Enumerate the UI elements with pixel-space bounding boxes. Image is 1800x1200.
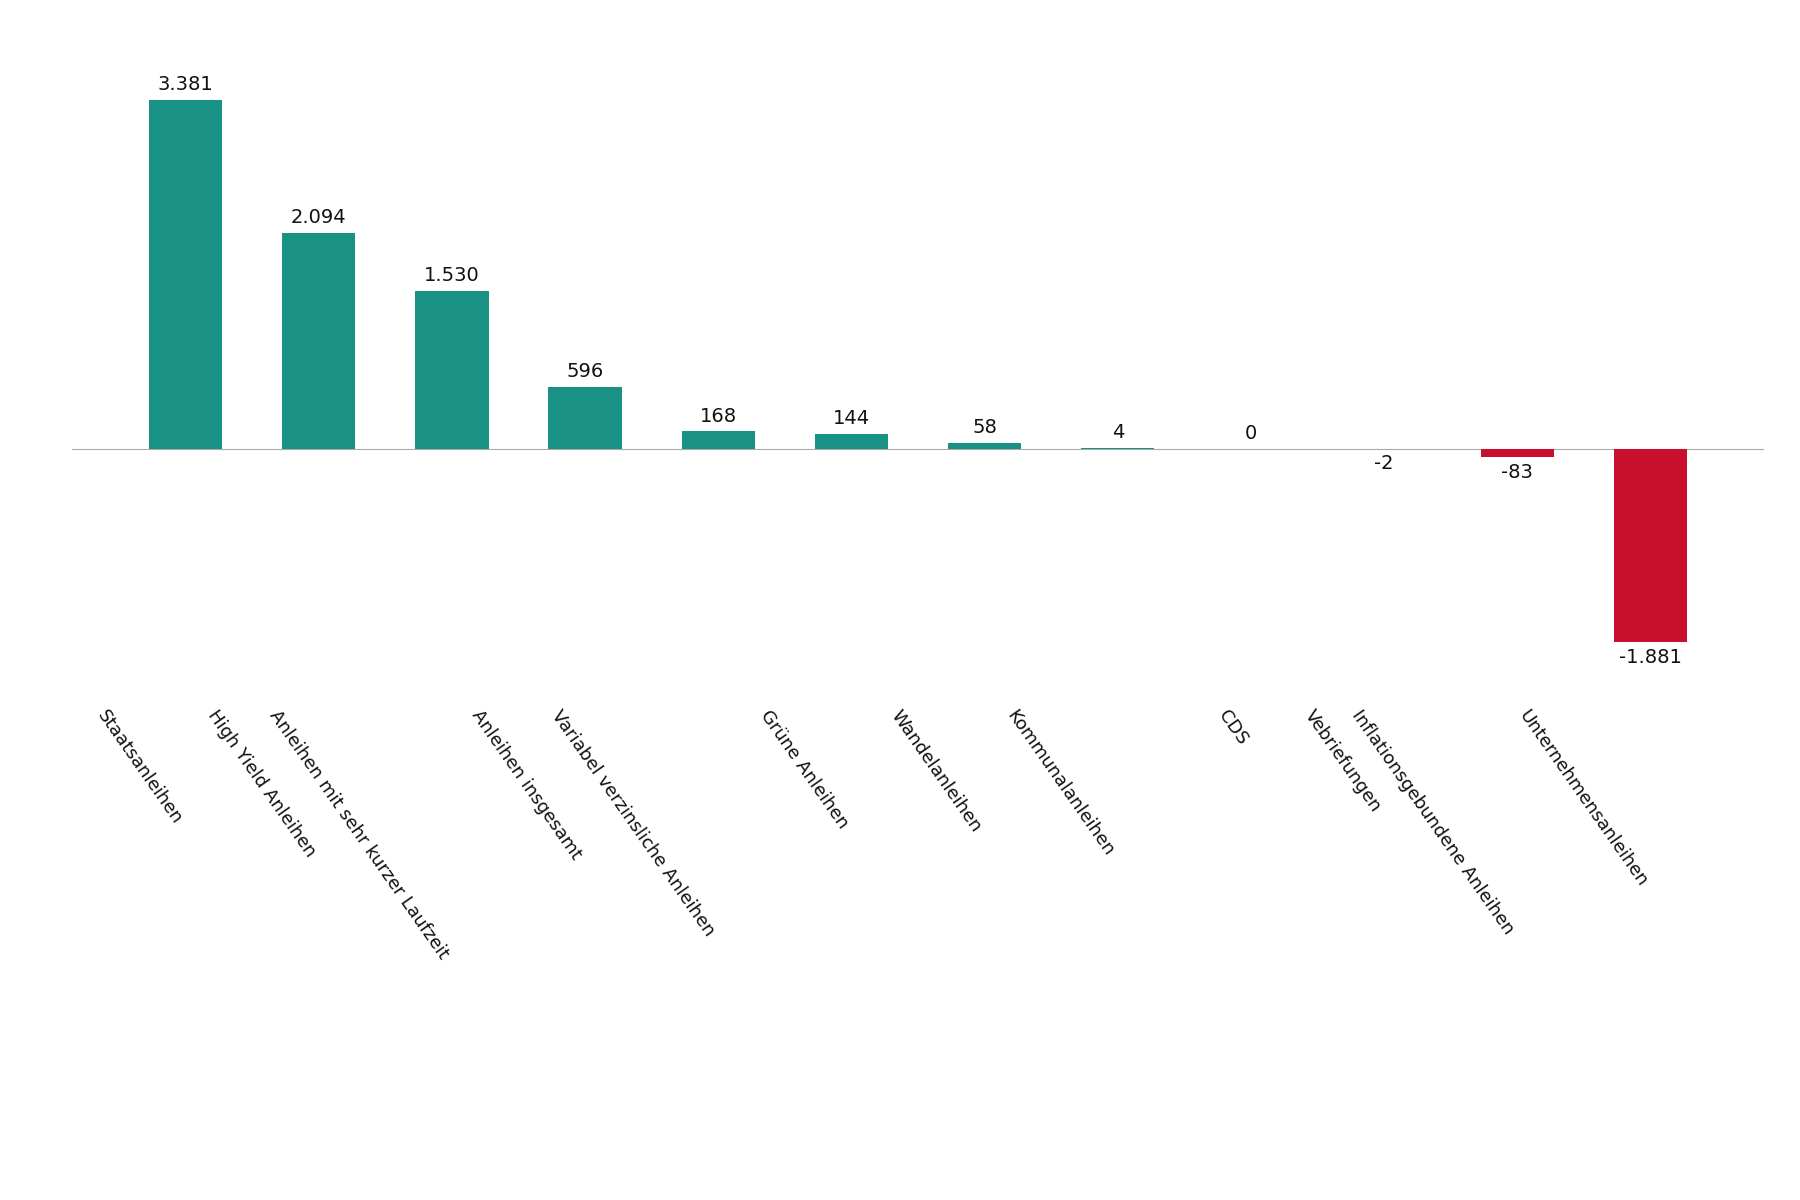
Text: -83: -83: [1501, 463, 1534, 481]
Text: 2.094: 2.094: [292, 208, 347, 227]
Text: -1.881: -1.881: [1618, 648, 1681, 667]
Bar: [1481, 449, 1553, 457]
Bar: [549, 388, 621, 449]
Text: -2: -2: [1375, 455, 1393, 473]
Bar: [149, 100, 221, 449]
Text: 168: 168: [700, 407, 736, 426]
Bar: [1615, 449, 1687, 642]
Text: 3.381: 3.381: [158, 76, 214, 94]
Bar: [283, 233, 355, 449]
Text: 4: 4: [1112, 424, 1123, 443]
Text: 58: 58: [972, 418, 997, 437]
Text: 596: 596: [567, 362, 603, 382]
Bar: [682, 431, 754, 449]
Bar: [416, 290, 488, 449]
Bar: [815, 433, 887, 449]
Text: 144: 144: [833, 409, 869, 428]
Bar: [949, 443, 1021, 449]
Text: 0: 0: [1246, 424, 1256, 443]
Text: 1.530: 1.530: [425, 266, 481, 286]
